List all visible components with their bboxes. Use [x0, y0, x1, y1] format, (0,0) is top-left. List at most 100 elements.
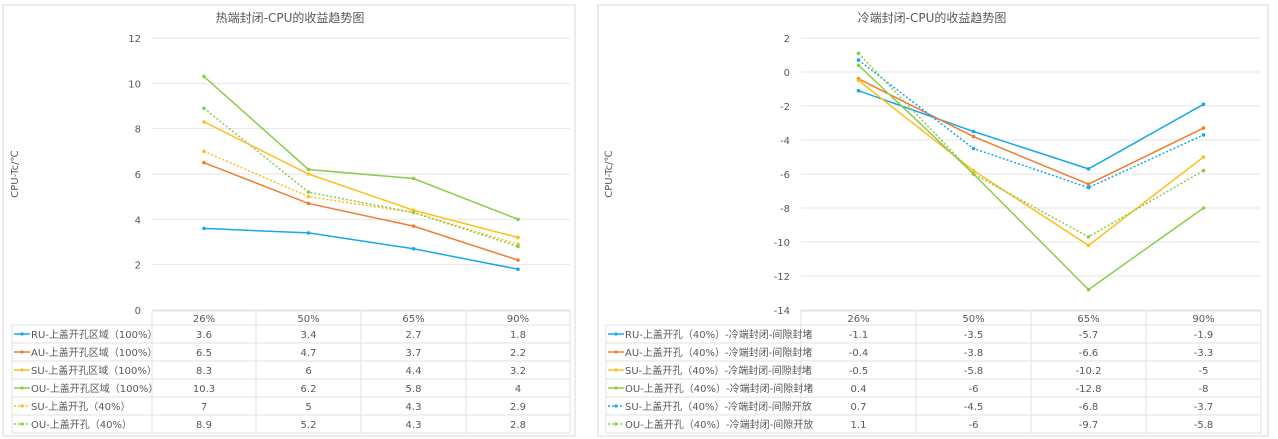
x-tick-label: 90% — [507, 314, 529, 325]
data-point — [202, 226, 206, 231]
chart-panel — [597, 4, 1269, 437]
data-point — [411, 247, 416, 251]
data-point — [202, 74, 206, 79]
data-point — [856, 63, 861, 67]
data-point — [856, 78, 861, 83]
data-point — [856, 58, 861, 62]
x-tick-label: 26% — [847, 314, 869, 325]
table-cell-value: -3.7 — [1194, 402, 1214, 413]
table-cell-value: 10.3 — [193, 384, 215, 395]
table-cell-value: -4.5 — [964, 402, 984, 413]
data-point — [971, 129, 976, 134]
legend-label: OU-上盖开孔（40%）-冷端封闭-间隙封堵 — [625, 382, 813, 395]
legend-key-marker — [614, 386, 618, 390]
legend-label: SU-上盖开孔（40%）-冷端封闭-间隙开放 — [625, 400, 812, 413]
table-cell-value: -3.3 — [1194, 348, 1214, 359]
legend-label: AU-上盖开孔（40%）-冷端封闭-间隙封堵 — [625, 346, 812, 359]
table-cell-value: 5.8 — [406, 384, 422, 395]
legend-label: RU-上盖开孔（40%）-冷端封闭-间隙封堵 — [625, 328, 812, 341]
series-line — [857, 52, 1204, 238]
series-line — [858, 79, 1204, 247]
table-cell-value: -6.8 — [1079, 402, 1099, 413]
table-cell-value: 3.4 — [301, 330, 317, 341]
table-cell-value: -5 — [1199, 366, 1209, 377]
y-tick-label: -14 — [774, 306, 790, 317]
legend-key-marker — [20, 350, 24, 354]
chart-title: 热端封闭-CPU的收益趋势图 — [216, 10, 365, 25]
legend-key-marker — [20, 368, 24, 372]
table-cell-value: -1.1 — [849, 330, 869, 341]
table-cell-value: 4.3 — [406, 420, 422, 431]
table-cell-value: 3.6 — [196, 330, 212, 341]
table-cell-value: 5 — [305, 402, 311, 413]
data-point — [1201, 168, 1206, 173]
data-point — [856, 51, 861, 56]
series-line — [857, 64, 1204, 291]
legend-key-marker — [614, 368, 618, 372]
table-cell-value: 4.7 — [301, 348, 317, 359]
y-tick-label: -4 — [780, 136, 790, 147]
table-cell-value: -6.6 — [1079, 348, 1099, 359]
x-tick-label: 26% — [193, 314, 215, 325]
table-cell-value: 6.5 — [196, 348, 212, 359]
table-cell-value: -9.7 — [1079, 420, 1099, 431]
y-tick-label: -8 — [780, 204, 790, 215]
y-tick-label: -10 — [774, 238, 790, 249]
y-axis-label: CPU-Tc/℃ — [10, 150, 21, 198]
y-tick-label: 2 — [784, 34, 790, 45]
series-line — [203, 150, 519, 245]
data-point — [1086, 243, 1091, 248]
data-point — [856, 88, 861, 93]
table-cell-value: -3.8 — [964, 348, 984, 359]
legend-key-marker — [20, 386, 24, 390]
table-cell-value: -5.7 — [1079, 330, 1099, 341]
table-cell-value: -1.9 — [1194, 330, 1214, 341]
table-cell-value: 2.7 — [406, 330, 422, 341]
data-point — [411, 224, 416, 228]
data-point — [516, 217, 520, 222]
legend-key-marker — [20, 332, 24, 336]
data-point — [971, 146, 976, 151]
data-point — [516, 244, 520, 249]
data-point — [202, 120, 206, 124]
y-tick-label: 0 — [135, 306, 141, 317]
table-cell-value: 6 — [305, 366, 311, 377]
data-point — [1086, 287, 1091, 292]
table-cell-value: 4 — [515, 384, 521, 395]
chart-panel — [2, 4, 576, 437]
x-tick-label: 50% — [962, 314, 984, 325]
table-cell-value: 2.9 — [510, 402, 526, 413]
series-line — [203, 227, 519, 270]
x-tick-label: 65% — [402, 314, 424, 325]
table-cell-value: 4.3 — [406, 402, 422, 413]
series-line — [203, 121, 519, 239]
y-tick-label: -12 — [774, 272, 790, 283]
table-cell-value: 1.1 — [851, 420, 867, 431]
data-point — [1201, 155, 1206, 159]
legend-key-marker — [614, 350, 618, 354]
legend-label: OU-上盖开孔区域（100%） — [31, 382, 158, 395]
table-cell-value: 2.8 — [510, 420, 526, 431]
y-tick-label: 6 — [135, 170, 141, 181]
table-cell-value: 3.7 — [406, 348, 422, 359]
y-tick-label: 12 — [128, 34, 141, 45]
data-point — [1201, 126, 1206, 130]
series-line — [858, 89, 1204, 170]
legend-label: SU-上盖开孔（40%）-冷端封闭-间隙封堵 — [625, 364, 812, 377]
legend-label: RU-上盖开孔区域（100%） — [31, 328, 157, 341]
data-point — [516, 235, 520, 240]
data-point — [306, 194, 311, 199]
table-cell-value: -5.8 — [964, 366, 984, 377]
table-cell-value: -0.5 — [849, 366, 869, 377]
table-cell-value: 8.9 — [196, 420, 212, 431]
chart-1: 热端封闭-CPU的收益趋势图 CPU-Tc/℃ 0 2 4 6 8 10 12 26% 50% 65%… — [2, 4, 576, 437]
data-point — [1086, 167, 1091, 171]
series-line — [203, 161, 519, 261]
legend-key-marker — [20, 422, 24, 426]
table-cell-value: -6 — [969, 384, 979, 395]
y-tick-label: -6 — [780, 170, 790, 181]
data-point — [411, 210, 416, 215]
data-point — [1201, 102, 1206, 107]
x-tick-label: 50% — [297, 314, 319, 325]
table-cell-value: -12.8 — [1076, 384, 1102, 395]
